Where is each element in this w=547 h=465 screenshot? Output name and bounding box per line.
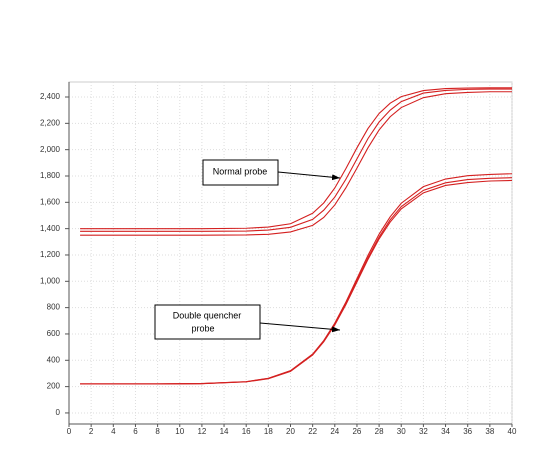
annotation-text: probe bbox=[191, 323, 214, 333]
line bbox=[80, 179, 513, 385]
line bbox=[80, 91, 512, 236]
x-tick-label: 24 bbox=[330, 427, 339, 436]
x-tick-label: 0 bbox=[67, 427, 72, 436]
y-tick-label: 1,600 bbox=[40, 197, 61, 206]
annotation-arrow bbox=[259, 322, 341, 333]
y-tick-label: 400 bbox=[47, 355, 61, 364]
x-tick-label: 8 bbox=[155, 427, 160, 436]
x-tick-label: 28 bbox=[375, 427, 384, 436]
y-tick-label: 2,400 bbox=[40, 92, 61, 101]
x-tick-label: 14 bbox=[220, 427, 229, 436]
annotation-box bbox=[154, 304, 261, 340]
y-tick-label: 800 bbox=[47, 303, 61, 312]
x-tick-label: 26 bbox=[352, 427, 361, 436]
annotation-arrow bbox=[277, 171, 341, 181]
y-tick-label: 2,200 bbox=[40, 118, 61, 127]
y-tick-label: 0 bbox=[56, 408, 61, 417]
x-tick-label: 12 bbox=[197, 427, 206, 436]
annotation-text: Normal probe bbox=[213, 166, 268, 176]
x-tick-label: 36 bbox=[463, 427, 472, 436]
x-tick-label: 20 bbox=[286, 427, 295, 436]
x-tick-label: 22 bbox=[308, 427, 317, 436]
y-tick-label: 1,800 bbox=[40, 171, 61, 180]
x-tick-label: 34 bbox=[441, 427, 450, 436]
y-tick-label: 1,000 bbox=[40, 276, 61, 285]
x-tick-label: 38 bbox=[485, 427, 494, 436]
y-tick-label: 600 bbox=[47, 329, 61, 338]
annotation-box bbox=[202, 159, 279, 186]
line bbox=[80, 87, 512, 230]
x-tick-label: 32 bbox=[419, 427, 428, 436]
y-tick-label: 1,200 bbox=[40, 250, 61, 259]
y-tick-label: 2,000 bbox=[40, 145, 61, 154]
x-tick-label: 4 bbox=[111, 427, 116, 436]
line bbox=[80, 88, 512, 232]
x-tick-label: 16 bbox=[242, 427, 251, 436]
x-tick-label: 2 bbox=[89, 427, 94, 436]
x-tick-label: 10 bbox=[175, 427, 184, 436]
x-tick-label: 40 bbox=[508, 427, 517, 436]
x-tick-label: 18 bbox=[264, 427, 273, 436]
x-tick-label: 30 bbox=[397, 427, 406, 436]
y-tick-label: 1,400 bbox=[40, 224, 61, 233]
y-tick-label: 200 bbox=[47, 382, 61, 391]
annotation-text: Double quencher bbox=[173, 310, 242, 320]
x-tick-label: 6 bbox=[133, 427, 138, 436]
